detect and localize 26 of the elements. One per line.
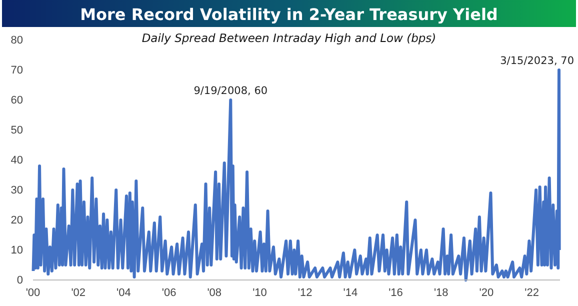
line-series bbox=[32, 68, 561, 282]
annotation: 9/19/2008, 60 bbox=[194, 85, 268, 97]
x-tick-label: '22 bbox=[524, 286, 539, 299]
x-tick-label: '16 bbox=[388, 286, 403, 299]
x-tick-label: '10 bbox=[252, 286, 267, 299]
annotation: 3/15/2023, 70 bbox=[500, 55, 574, 67]
chart-title: More Record Volatility in 2-Year Treasury Yield bbox=[80, 5, 498, 24]
y-tick-label: 10 bbox=[10, 244, 23, 257]
x-tick-label: '12 bbox=[298, 286, 312, 299]
y-tick-label: 80 bbox=[10, 34, 23, 47]
y-tick-label: 0 bbox=[16, 274, 23, 287]
y-tick-label: 30 bbox=[10, 184, 23, 197]
x-tick-label: '14 bbox=[343, 286, 358, 299]
x-tick-label: '08 bbox=[207, 286, 222, 299]
y-tick-label: 20 bbox=[10, 214, 23, 227]
y-tick-label: 50 bbox=[10, 124, 23, 137]
x-tick-label: '20 bbox=[479, 286, 494, 299]
x-tick-label: '18 bbox=[434, 286, 448, 299]
y-tick-label: 40 bbox=[10, 154, 23, 167]
x-tick-label: '00 bbox=[26, 286, 40, 299]
y-tick-label: 60 bbox=[10, 94, 23, 107]
x-tick-label: '02 bbox=[71, 286, 86, 299]
x-tick-label: '06 bbox=[162, 286, 176, 299]
y-tick-label: 70 bbox=[10, 64, 23, 77]
x-tick-label: '04 bbox=[116, 286, 131, 299]
chart-subtitle: Daily Spread Between Intraday High and Low (bps) bbox=[142, 31, 436, 45]
